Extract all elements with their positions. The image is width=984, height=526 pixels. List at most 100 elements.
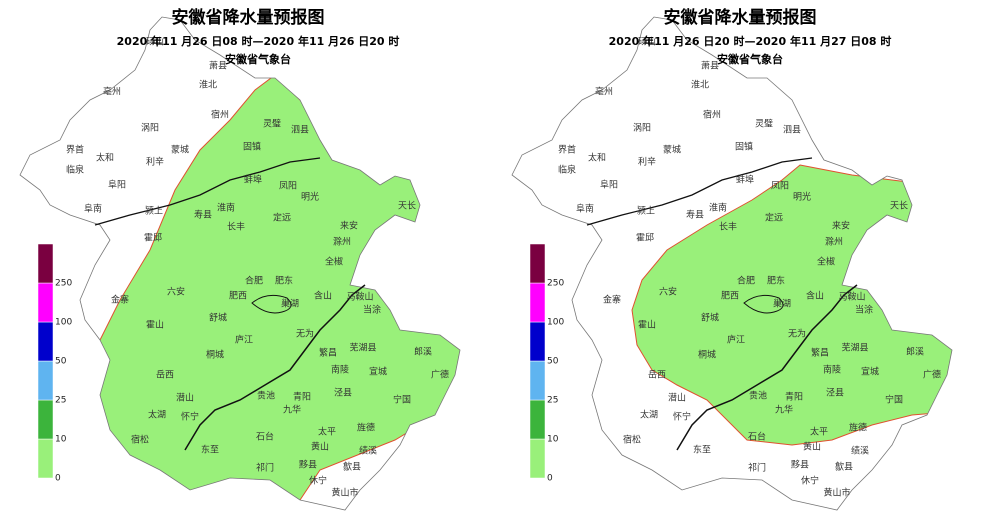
place-name: 当涂 (363, 304, 381, 316)
place-name: 泗县 (291, 125, 309, 136)
yangtze-river (676, 284, 858, 451)
legend-swatch (37, 399, 54, 440)
place-name: 宿州 (703, 109, 721, 121)
place-name: 怀宁 (181, 411, 199, 423)
place-name: 固镇 (243, 141, 261, 153)
place-name: 肥东 (767, 275, 785, 287)
place-name: 太平 (318, 426, 336, 438)
place-name: 亳州 (595, 86, 613, 98)
legend-label: 100 (55, 318, 72, 328)
place-name: 霍邱 (144, 233, 162, 244)
place-name: 太湖 (148, 409, 166, 421)
place-name: 怀宁 (673, 411, 691, 423)
legend-swatch (37, 438, 54, 479)
legend-label: 50 (547, 357, 559, 367)
place-name: 利辛 (146, 156, 164, 168)
place-name: 肥西 (721, 291, 739, 302)
legend-label: 0 (55, 474, 61, 484)
place-name: 南陵 (823, 364, 841, 376)
legend-label: 10 (55, 435, 67, 445)
place-name: 淮南 (709, 202, 727, 214)
place-name: 定远 (765, 212, 783, 224)
chaohu-lake (251, 294, 292, 314)
place-name: 贵池 (257, 390, 275, 402)
place-name: 宁国 (393, 394, 411, 406)
place-name: 合肥 (245, 275, 263, 287)
place-name: 来安 (340, 220, 358, 232)
legend-label: 250 (547, 279, 564, 289)
place-name: 蒙城 (171, 144, 189, 156)
place-name: 贵池 (749, 390, 767, 402)
place-name: 霍山 (638, 320, 656, 331)
place-name: 黄山市 (823, 487, 850, 499)
place-name: 阜南 (84, 203, 102, 215)
place-name: 宣城 (861, 366, 879, 378)
map-title: 安徽省降水量预报图 (172, 7, 325, 28)
legend-swatch (37, 321, 54, 362)
place-name: 繁昌 (811, 347, 829, 359)
place-name: 长丰 (227, 221, 245, 233)
legend-label: 100 (547, 318, 564, 328)
place-name: 泾县 (826, 387, 844, 399)
place-name: 舒城 (209, 312, 227, 324)
place-name: 舒城 (701, 312, 719, 324)
legend-label: 25 (547, 396, 558, 406)
place-name: 旌德 (849, 422, 867, 434)
place-name: 休宁 (309, 475, 327, 487)
legend-label: 10 (547, 435, 559, 445)
place-name: 萧县 (209, 60, 227, 72)
place-name: 明光 (301, 191, 319, 203)
place-name: 天长 (398, 200, 416, 212)
place-name: 利辛 (638, 156, 656, 168)
place-name: 马鞍山 (838, 291, 865, 303)
place-name: 淮南 (217, 202, 235, 214)
place-name: 黄山市 (331, 487, 358, 499)
place-name: 萧县 (701, 60, 719, 72)
place-name: 合肥 (737, 275, 755, 287)
place-name: 石台 (256, 431, 274, 443)
place-name: 颍上 (145, 205, 163, 217)
place-name: 寿县 (194, 209, 212, 221)
place-name: 太平 (810, 426, 828, 438)
map-title: 安徽省降水量预报图 (664, 7, 817, 28)
place-name: 祁门 (748, 462, 766, 474)
place-name: 潜山 (668, 392, 686, 404)
place-name: 砀山 (146, 37, 164, 48)
place-name: 潜山 (176, 392, 194, 404)
province-border (511, 16, 953, 511)
legend-swatch (529, 243, 546, 284)
place-name: 旌德 (357, 422, 375, 434)
place-name: 绩溪 (851, 445, 869, 457)
place-name: 无为 (788, 328, 806, 340)
place-name: 黟县 (791, 460, 809, 471)
place-name: 来安 (832, 220, 850, 232)
place-name: 阜阳 (600, 179, 618, 191)
legend-label: 0 (547, 474, 553, 484)
place-name: 泗县 (783, 125, 801, 136)
place-name: 全椒 (325, 256, 343, 268)
place-name: 全椒 (817, 256, 835, 268)
legend-swatch (37, 243, 54, 284)
place-name: 东至 (693, 444, 711, 456)
place-name: 休宁 (801, 475, 819, 487)
place-name: 青阳 (293, 391, 311, 403)
place-name: 黟县 (299, 460, 317, 471)
place-name: 涡阳 (633, 123, 651, 134)
place-name: 淮北 (691, 80, 709, 91)
place-name: 灵璧 (263, 118, 281, 130)
place-name: 滁州 (333, 237, 351, 248)
place-name: 凤阳 (279, 181, 297, 192)
legend-swatch (37, 282, 54, 323)
place-name: 宿松 (131, 434, 149, 446)
place-name: 无为 (296, 328, 314, 340)
place-name: 寿县 (686, 209, 704, 221)
place-name: 广德 (923, 369, 941, 381)
place-name: 黄山 (803, 441, 821, 453)
place-name: 桐城 (698, 349, 716, 361)
place-name: 岳西 (156, 369, 174, 381)
place-name: 石台 (748, 431, 766, 443)
place-name: 岳西 (648, 369, 666, 381)
place-name: 歙县 (343, 461, 361, 473)
yangtze-river (184, 284, 366, 451)
